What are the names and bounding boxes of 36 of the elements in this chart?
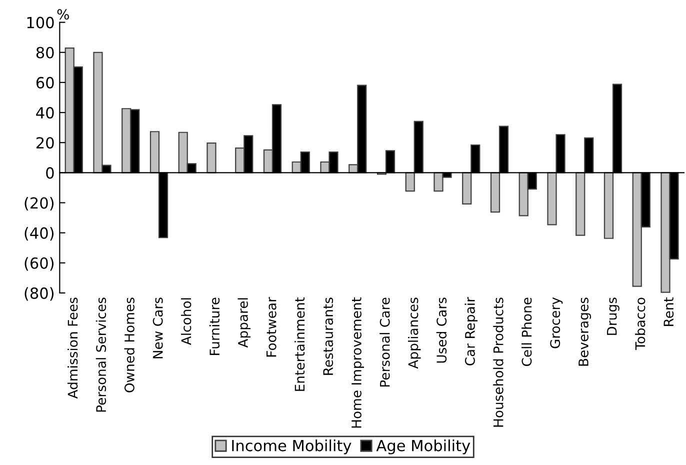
x-tick-label: Personal Services	[96, 298, 106, 412]
x-tick-label: New Cars	[152, 298, 163, 358]
x-tick-label: Alcohol	[180, 298, 192, 346]
y-tick-label: (80)	[24, 287, 54, 301]
y-tick-label: (20)	[24, 196, 54, 211]
legend-label: Income Mobility	[232, 440, 352, 454]
x-tick-label: Home Improvement	[352, 297, 364, 428]
y-tick-label: 100	[27, 16, 54, 28]
legend-label: Age Mobility	[376, 440, 470, 454]
y-tick-label: 20	[36, 137, 54, 149]
y-tick-label: 80	[36, 46, 54, 58]
x-tick-label: Tobacco	[634, 298, 646, 350]
y-tick-label: (60)	[24, 257, 54, 271]
x-tick-label: Grocery	[550, 297, 563, 348]
y-axis-title: %	[57, 9, 69, 20]
bar	[206, 142, 216, 174]
x-tick-label: Entertainment	[294, 297, 305, 391]
x-tick-label: Rent	[664, 297, 674, 326]
x-tick-label: Restaurants	[323, 298, 334, 375]
x-tick-label: Appliances	[408, 298, 421, 369]
x-tick-label: Household Products	[493, 298, 504, 427]
y-tick-label: 0	[46, 167, 54, 179]
x-tick-label: Personal Care	[380, 298, 390, 387]
x-tick-label: Beverages	[578, 298, 592, 366]
y-tick-label: 60	[36, 76, 54, 88]
x-tick-label: Owned Homes	[124, 298, 134, 392]
y-tick-label: 40	[36, 106, 54, 119]
x-tick-label: Furniture	[209, 298, 220, 355]
x-tick-label: Car Repair	[464, 297, 478, 366]
x-tick-label: Admission Fees	[67, 298, 78, 399]
y-tick-label: (40)	[24, 227, 54, 241]
x-tick-label: Footwear	[266, 297, 276, 357]
x-tick-label: Used Cars	[436, 298, 447, 363]
x-tick-label: Apparel	[238, 298, 251, 348]
x-tick-label: Drugs	[607, 298, 620, 335]
x-tick-label: Cell Phone	[521, 298, 532, 366]
